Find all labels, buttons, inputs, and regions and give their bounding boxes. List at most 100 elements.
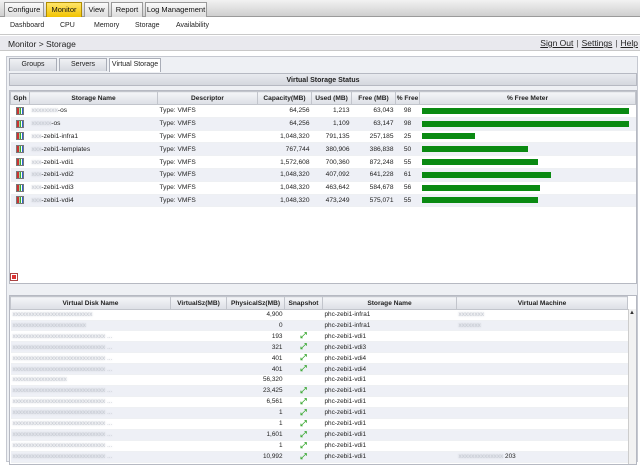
subnav-storage[interactable]: Storage	[135, 22, 160, 29]
pct-free-cell: 50	[395, 142, 420, 157]
col-virtual-disk-name[interactable]: Virtual Disk Name	[10, 296, 171, 310]
col-pct-free[interactable]: % Free	[395, 91, 420, 105]
export-icon[interactable]	[10, 273, 18, 281]
col-free[interactable]: Free (MB)	[351, 91, 396, 105]
disk-row[interactable]: xxxxxxxxxxxxxxxxxxxxxxxxxxxxx ... 1 ⤢ phc-z…	[10, 418, 628, 430]
bar-chart-icon[interactable]	[16, 106, 24, 115]
storage-row[interactable]: xxx-zebi1-vdi1 Type: VMFS 1,572,608 700,360…	[10, 155, 636, 169]
capacity-cell: 1,048,320	[257, 194, 312, 208]
col-gph[interactable]: Gph	[10, 91, 30, 105]
storage-row[interactable]: xxx-zebi1-vdi4 Type: VMFS 1,048,320 473,249…	[10, 194, 636, 208]
free-meter-cell	[419, 168, 636, 182]
disk-row[interactable]: xxxxxxxxxxxxxxxxxxxxxxxxxxxxx ... 10,992 ⤢…	[10, 451, 628, 463]
col-capacity[interactable]: Capacity(MB)	[257, 91, 312, 105]
col-used[interactable]: Used (MB)	[311, 91, 352, 105]
tab-log-management[interactable]: Log Management	[145, 2, 207, 17]
disk-row[interactable]: xxxxxxxxxxxxxxxxxxxxxxxxxxxxx ... 193 ⤢ phc…	[10, 330, 628, 343]
tab-virtual-storage[interactable]: Virtual Storage	[109, 58, 161, 72]
storage-row[interactable]: xxx-zebi1-templates Type: VMFS 767,744 380,…	[10, 142, 636, 157]
free-meter-cell	[419, 130, 636, 144]
graph-icon[interactable]	[10, 194, 30, 208]
disk-row[interactable]: xxxxxxxxxxxxxxxxx 56,320 phc-zebi1-vdi1	[10, 374, 628, 386]
tab-report[interactable]: Report	[111, 2, 143, 17]
graph-icon[interactable]	[10, 142, 30, 157]
disk-row[interactable]: xxxxxxxxxxxxxxxxxxxxxxxxxxxxx ... 23,425 ⤢…	[10, 385, 628, 397]
virtual-storage-status-title: Virtual Storage Status	[9, 73, 637, 86]
disk-row[interactable]: xxxxxxxxxxxxxxxxxxxxxxxxxxxxx ... 401 ⤢ phc…	[10, 363, 628, 376]
disk-row[interactable]: xxxxxxxxxxxxxxxxxxxxxxxxx 4,900 phc-zebi1-…	[10, 309, 628, 321]
free-cell: 575,071	[351, 194, 396, 208]
separator: |	[615, 38, 618, 48]
virtual-disk-name-cell: xxxxxxxxxxxxxxxxxxxxxxxxxxxxx ...	[10, 451, 171, 463]
subnav-memory[interactable]: Memory	[94, 22, 120, 29]
subnav-cpu[interactable]: CPU	[60, 22, 75, 29]
tab-groups[interactable]: Groups	[9, 58, 57, 71]
sign-out-link[interactable]: Sign Out	[540, 38, 574, 48]
col-virtual-size[interactable]: VirtualSz(MB)	[170, 296, 227, 310]
graph-icon[interactable]	[10, 130, 30, 144]
subnav-dashboard[interactable]: Dashboard	[10, 22, 45, 29]
disk-storage-name-cell: phc-zebi1-vdi1	[322, 374, 457, 386]
snapshot-cell	[284, 374, 323, 386]
graph-icon[interactable]	[10, 181, 30, 195]
top-nav: Configure Monitor View Report Log Manage…	[0, 0, 640, 17]
disk-row[interactable]: xxxxxxxxxxxxxxxxxxxxxxxxxxxxx ... 321 ⤢ phc…	[10, 341, 628, 354]
storage-row[interactable]: xxx-zebi1-vdi3 Type: VMFS 1,048,320 463,642…	[10, 181, 636, 195]
tab-servers[interactable]: Servers	[59, 58, 107, 71]
redacted-text: xxx	[31, 132, 42, 140]
subnav-availability[interactable]: Availability	[176, 22, 209, 29]
storage-name-cell: xxx-zebi1-infra1	[29, 130, 158, 144]
graph-icon[interactable]	[10, 117, 30, 131]
used-cell: 1,109	[311, 117, 352, 131]
descriptor-cell: Type: VMFS	[157, 155, 258, 169]
col-storage-name[interactable]: Storage Name	[29, 91, 158, 105]
bar-chart-icon[interactable]	[16, 145, 24, 154]
bar-chart-icon[interactable]	[16, 183, 24, 192]
col-disk-storage-name[interactable]: Storage Name	[322, 296, 457, 310]
free-meter-bar	[421, 197, 539, 204]
storage-name-cell: xxx-zebi1-vdi3	[29, 181, 158, 195]
disk-row[interactable]: xxxxxxxxxxxxxxxxxxxxxxxxxxxxx ... 0 ⤢ phc-z…	[10, 462, 628, 464]
physical-size-cell: 6,561	[226, 396, 285, 408]
col-descriptor[interactable]: Descriptor	[157, 91, 258, 105]
disk-row[interactable]: xxxxxxxxxxxxxxxxxxxxxxxxxxxxx ... 6,561 ⤢ p…	[10, 396, 628, 408]
disk-row[interactable]: xxxxxxxxxxxxxxxxxxxxxxxxxxxxx ... 401 ⤢ phc…	[10, 352, 628, 365]
disk-row[interactable]: xxxxxxxxxxxxxxxxxxxxxxx 0 phc-zebi1-infra1…	[10, 320, 628, 332]
storage-row[interactable]: xxx-zebi1-infra1 Type: VMFS 1,048,320 791,1…	[10, 130, 636, 144]
bar-chart-icon[interactable]	[16, 196, 24, 205]
storage-name: -os	[51, 120, 61, 128]
graph-icon[interactable]	[10, 168, 30, 182]
virtual-size-cell	[170, 320, 227, 332]
col-physical-size[interactable]: PhysicalSz(MB)	[226, 296, 285, 310]
free-meter-cell	[419, 117, 636, 131]
bar-chart-icon[interactable]	[16, 119, 24, 128]
snapshot-icon: ⤢	[300, 440, 307, 450]
descriptor-cell: Type: VMFS	[157, 142, 258, 157]
col-virtual-machine[interactable]: Virtual Machine	[456, 296, 628, 310]
disk-row[interactable]: xxxxxxxxxxxxxxxxxxxxxxxxxxxxx ... 1,601 ⤢ p…	[10, 429, 628, 441]
storage-row[interactable]: xxxxxx-os Type: VMFS 64,256 1,109 63,147 98	[10, 117, 636, 131]
graph-icon[interactable]	[10, 104, 30, 118]
pct-free-cell: 25	[395, 130, 420, 144]
physical-size-cell: 401	[226, 352, 285, 365]
col-snapshot[interactable]: Snapshot	[284, 296, 323, 310]
free-cell: 386,838	[351, 142, 396, 157]
scroll-up-arrow-icon[interactable]: ▲	[629, 310, 635, 316]
tab-monitor[interactable]: Monitor	[46, 2, 82, 17]
free-meter-bar	[421, 159, 539, 166]
col-free-meter[interactable]: % Free Meter	[419, 91, 636, 105]
help-link[interactable]: Help	[620, 38, 638, 48]
bar-chart-icon[interactable]	[16, 132, 24, 141]
disk-row[interactable]: xxxxxxxxxxxxxxxxxxxxxxxxxxxxx ... 1 ⤢ phc-z…	[10, 440, 628, 452]
storage-row[interactable]: xxxxxxxx-os Type: VMFS 64,256 1,213 63,043 98	[10, 104, 636, 118]
bar-chart-icon[interactable]	[16, 170, 24, 179]
bar-chart-icon[interactable]	[16, 158, 24, 167]
tab-view[interactable]: View	[84, 2, 109, 17]
snapshot-icon: ⤢	[300, 385, 307, 395]
storage-row[interactable]: xxx-zebi1-vdi2 Type: VMFS 1,048,320 407,092…	[10, 168, 636, 182]
disk-row[interactable]: xxxxxxxxxxxxxxxxxxxxxxxxxxxxx ... 1 ⤢ phc-z…	[10, 407, 628, 419]
tab-configure[interactable]: Configure	[4, 2, 44, 17]
graph-icon[interactable]	[10, 155, 30, 169]
settings-link[interactable]: Settings	[581, 38, 613, 48]
scrollbar[interactable]	[628, 309, 636, 464]
